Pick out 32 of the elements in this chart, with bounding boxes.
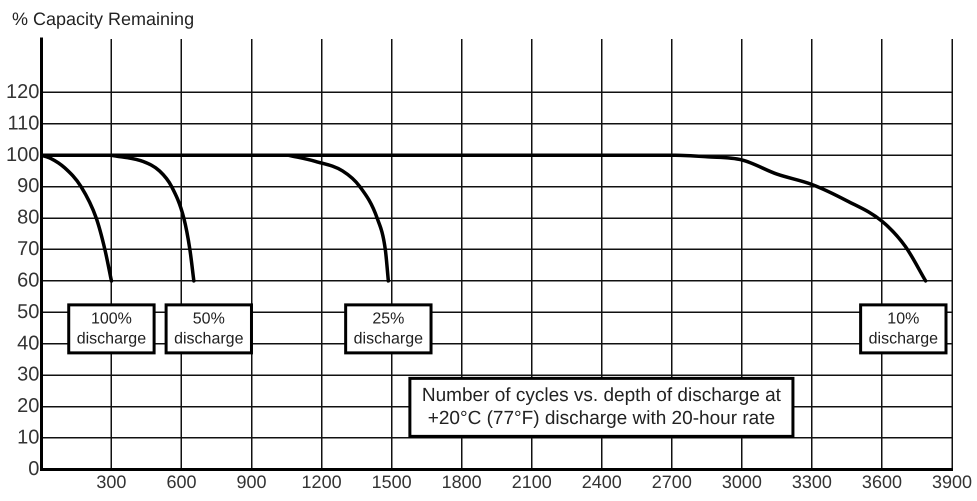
- text: 100% discharge: [76, 310, 146, 348]
- text: 50% discharge: [174, 310, 244, 348]
- x-tick-label: 900: [236, 472, 267, 492]
- annotation: Number of cycles vs. depth of discharge at +20°C (77°F) discharge with 20-hour rate: [422, 385, 782, 430]
- x-tick-label: 1200: [302, 472, 342, 492]
- x-tick-label: 2400: [582, 472, 622, 492]
- y-tick-label: 70: [17, 238, 40, 260]
- text: 25% discharge: [354, 310, 424, 348]
- y-axis-title: % Capacity Remaining: [12, 9, 194, 29]
- y-tick-label: 60: [17, 269, 40, 292]
- series-label: 10% discharge: [868, 310, 938, 348]
- y-tick-label: 40: [17, 332, 40, 354]
- x-tick-label: 3000: [722, 472, 762, 492]
- y-tick-label: 110: [7, 112, 40, 134]
- y-tick-label: 50: [17, 300, 40, 323]
- x-tick-label: 2100: [512, 472, 552, 492]
- y-tick-label: 120: [6, 80, 40, 103]
- x-tick-label: 1500: [372, 472, 412, 492]
- x-tick-label: 3900: [932, 472, 972, 492]
- x-tick-label: 3300: [792, 472, 832, 492]
- y-tick-label: 90: [17, 175, 40, 198]
- x-tick-label: 1800: [442, 472, 482, 492]
- y-tick-label: 20: [17, 395, 40, 418]
- y-tick-label: 100: [6, 144, 40, 166]
- x-tick-label: 300: [96, 472, 126, 492]
- x-tick-label: 2700: [652, 472, 692, 492]
- y-tick-label: 0: [28, 458, 40, 480]
- x-tick-label: 600: [166, 472, 196, 492]
- y-tick-label: 80: [17, 206, 40, 229]
- y-tick-label: 30: [17, 364, 40, 386]
- x-tick-label: 3600: [862, 472, 902, 492]
- y-tick-label: 10: [17, 426, 40, 448]
